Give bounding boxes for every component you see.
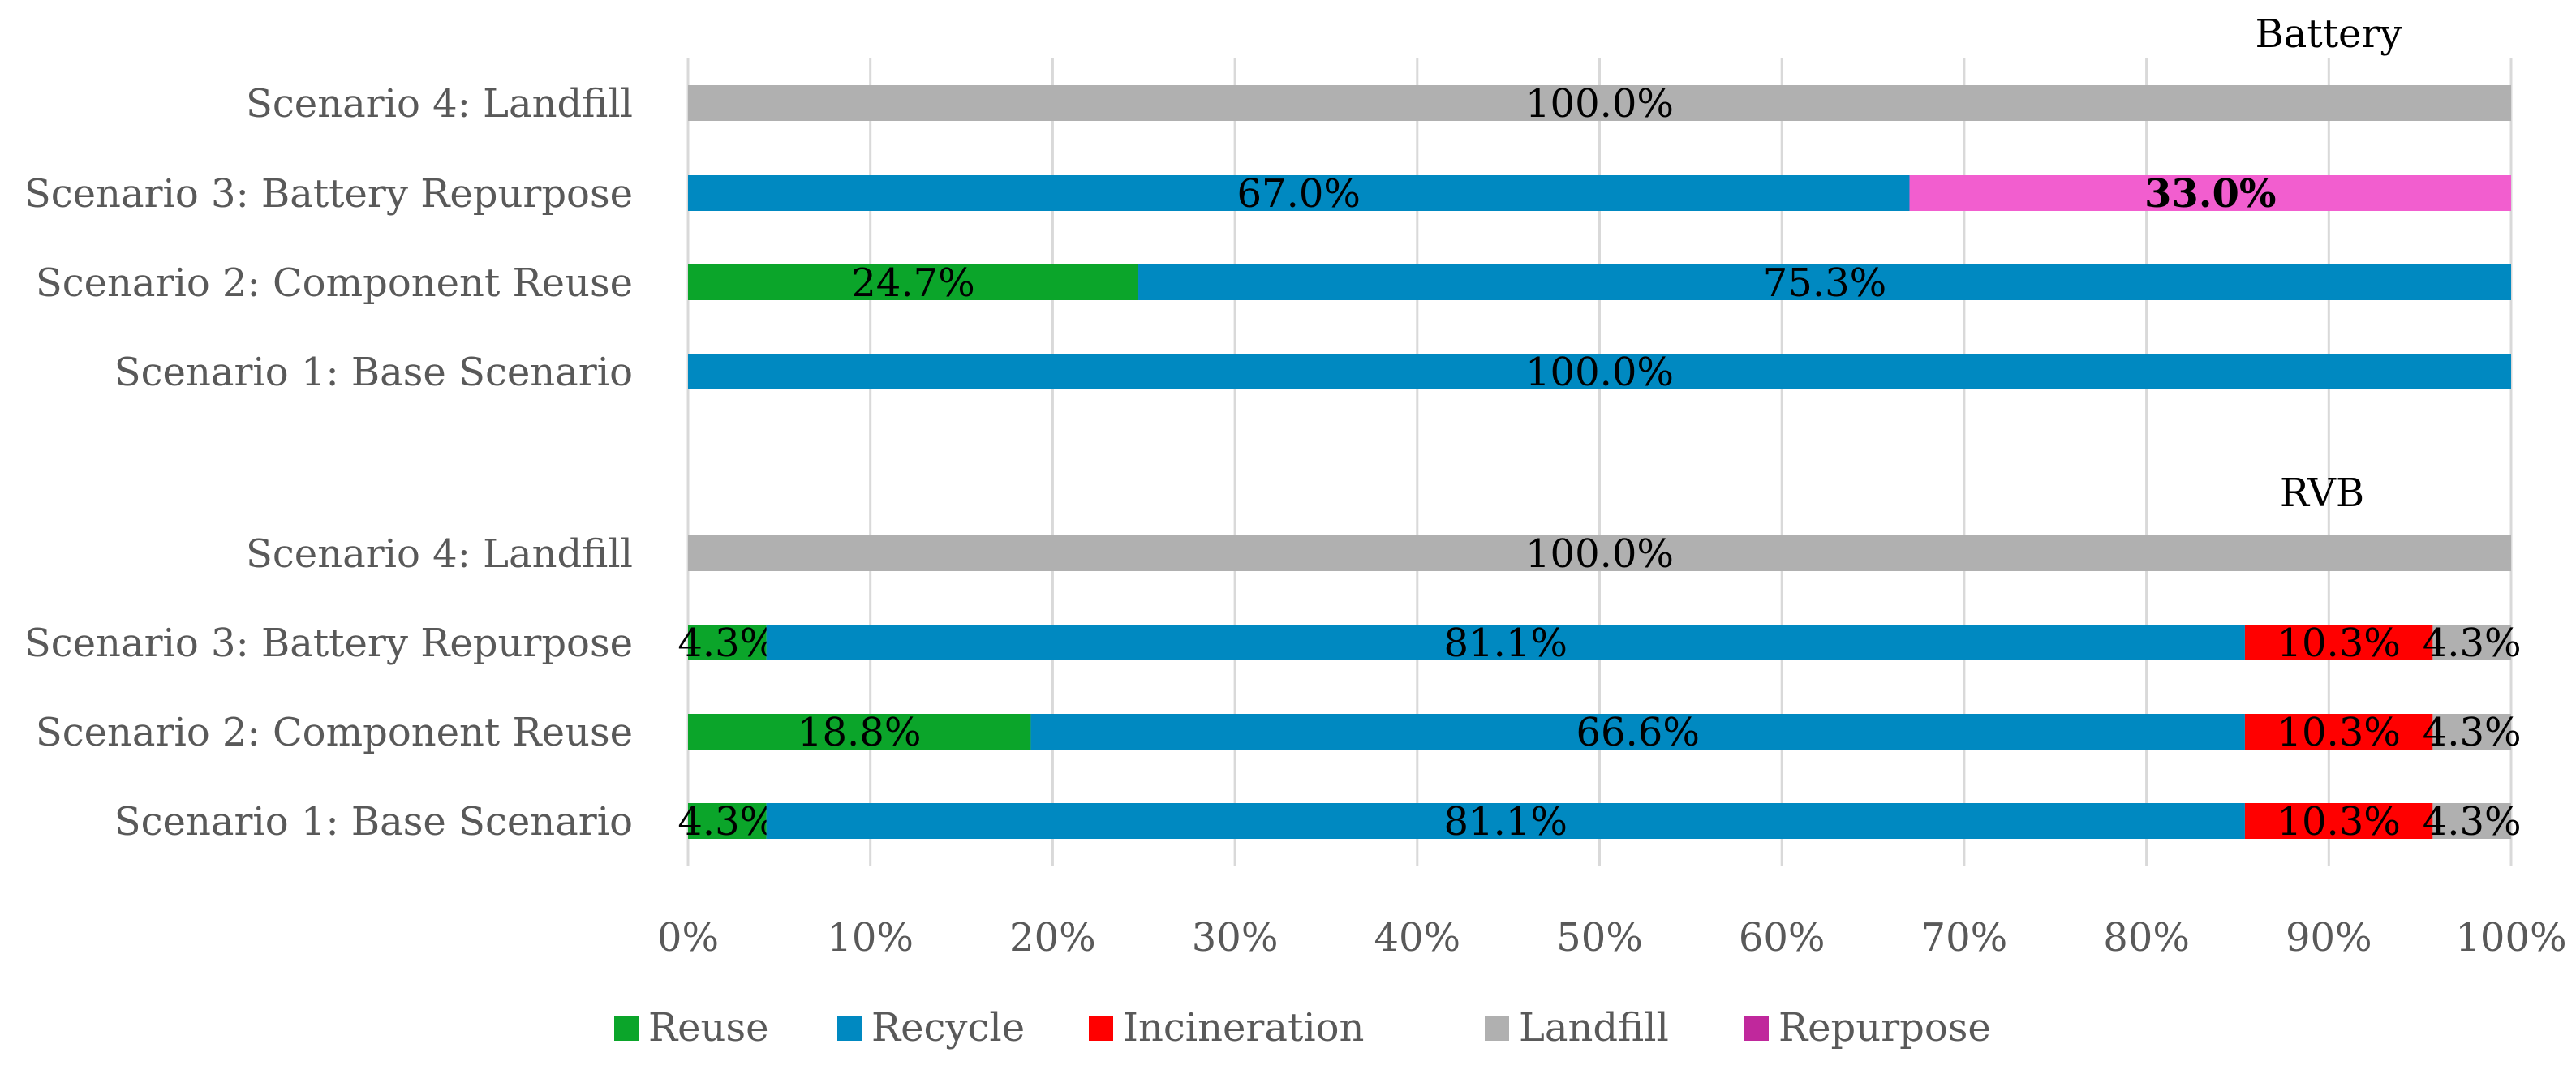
x-axis-tick-labels: 0% 10% 20% 30% 40% 50% 60% 70% 80% 90% 100% xyxy=(657,915,2567,960)
data-label: 67.0% xyxy=(1237,171,1361,217)
bar-segment-reuse xyxy=(688,625,767,660)
legend-item-landfill: Landfill xyxy=(1485,1005,1669,1051)
legend-item-reuse: Reuse xyxy=(614,1005,769,1051)
category-label: Scenario 3: Battery Repurpose xyxy=(24,171,633,217)
bar-segment-recycle xyxy=(1138,264,2511,300)
x-tick-label: 60% xyxy=(1739,915,1826,960)
legend-item-incineration: Incineration xyxy=(1089,1005,1364,1051)
legend-swatch xyxy=(1485,1016,1509,1041)
data-label: 100.0% xyxy=(1525,350,1674,395)
bar-segment-recycle xyxy=(766,625,2245,660)
data-label: 10.3% xyxy=(2277,710,2400,755)
category-label: Scenario 1: Base Scenario xyxy=(114,350,633,395)
x-tick-label: 0% xyxy=(657,915,719,960)
data-label: 33.0% xyxy=(2144,171,2277,217)
x-tick-label: 80% xyxy=(2103,915,2190,960)
data-label: 81.1% xyxy=(1444,799,1568,844)
bar-segment-incineration xyxy=(2244,714,2433,750)
data-label: 66.6% xyxy=(1576,710,1699,755)
bar-segment-landfill xyxy=(2432,714,2511,750)
x-tick-label: 70% xyxy=(1921,915,2008,960)
bar-segment-reuse xyxy=(688,714,1031,750)
data-label: 4.3% xyxy=(2423,621,2522,666)
legend-label: Landfill xyxy=(1519,1005,1669,1051)
legend-item-repurpose: Repurpose xyxy=(1744,1005,1991,1051)
legend-label: Reuse xyxy=(648,1005,769,1051)
data-label: 100.0% xyxy=(1525,531,1674,577)
category-label: Scenario 2: Component Reuse xyxy=(36,260,633,306)
category-label: Scenario 4: Landfill xyxy=(246,81,633,127)
bar-segment-reuse xyxy=(688,803,767,839)
group-title: Battery xyxy=(2256,11,2402,57)
bar-segment-recycle xyxy=(766,803,2245,839)
category-labels: Scenario 4: Landfill Scenario 3: Battery … xyxy=(24,81,633,844)
bar-segment-recycle xyxy=(1030,714,2245,750)
legend-swatch xyxy=(1744,1016,1769,1041)
data-label: 4.3% xyxy=(2423,799,2522,844)
x-tick-label: 100% xyxy=(2455,915,2566,960)
x-tick-label: 10% xyxy=(827,915,914,960)
legend-label: Repurpose xyxy=(1778,1005,1991,1051)
category-label: Scenario 1: Base Scenario xyxy=(114,799,633,844)
bars: 100.0% 67.0% 33.0% 24.7% 75.3% 100.0% 100.0% 4.… xyxy=(677,81,2521,844)
bar-segment-landfill xyxy=(2432,803,2511,839)
data-label: 4.3% xyxy=(677,621,776,666)
data-label: 18.8% xyxy=(798,710,921,755)
data-label: 4.3% xyxy=(677,799,776,844)
x-tick-label: 40% xyxy=(1374,915,1460,960)
data-label: 100.0% xyxy=(1525,81,1674,127)
legend-label: Recycle xyxy=(871,1005,1025,1051)
data-label: 24.7% xyxy=(851,260,974,306)
legend-swatch xyxy=(837,1016,862,1041)
bar-segment-reuse xyxy=(688,264,1139,300)
x-tick-label: 30% xyxy=(1192,915,1279,960)
data-label: 10.3% xyxy=(2277,621,2400,666)
category-label: Scenario 2: Component Reuse xyxy=(36,710,633,755)
bar-segment-recycle xyxy=(688,175,1910,211)
category-label: Scenario 3: Battery Repurpose xyxy=(24,621,633,666)
group-title: RVB xyxy=(2280,471,2364,516)
legend: Reuse Recycle Incineration Landfill Repurpos… xyxy=(614,1005,1991,1051)
legend-label: Incineration xyxy=(1123,1005,1364,1051)
legend-swatch xyxy=(614,1016,639,1041)
bar-segment-landfill xyxy=(688,535,2511,571)
x-tick-label: 90% xyxy=(2286,915,2372,960)
data-label: 10.3% xyxy=(2277,799,2400,844)
bar-segment-landfill xyxy=(688,85,2511,121)
x-tick-label: 50% xyxy=(1556,915,1643,960)
bar-segment-incineration xyxy=(2244,625,2433,660)
data-label: 4.3% xyxy=(2423,710,2522,755)
bar-segment-landfill xyxy=(2432,625,2511,660)
data-label: 75.3% xyxy=(1763,260,1886,306)
x-tick-label: 20% xyxy=(1009,915,1096,960)
legend-item-recycle: Recycle xyxy=(837,1005,1025,1051)
data-label: 81.1% xyxy=(1444,621,1568,666)
category-label: Scenario 4: Landfill xyxy=(246,531,633,577)
group-titles: Battery RVB xyxy=(2256,11,2402,516)
bar-segment-repurpose xyxy=(1909,175,2511,211)
bar-segment-incineration xyxy=(2244,803,2433,839)
legend-swatch xyxy=(1089,1016,1113,1041)
bar-segment-recycle xyxy=(688,354,2511,389)
